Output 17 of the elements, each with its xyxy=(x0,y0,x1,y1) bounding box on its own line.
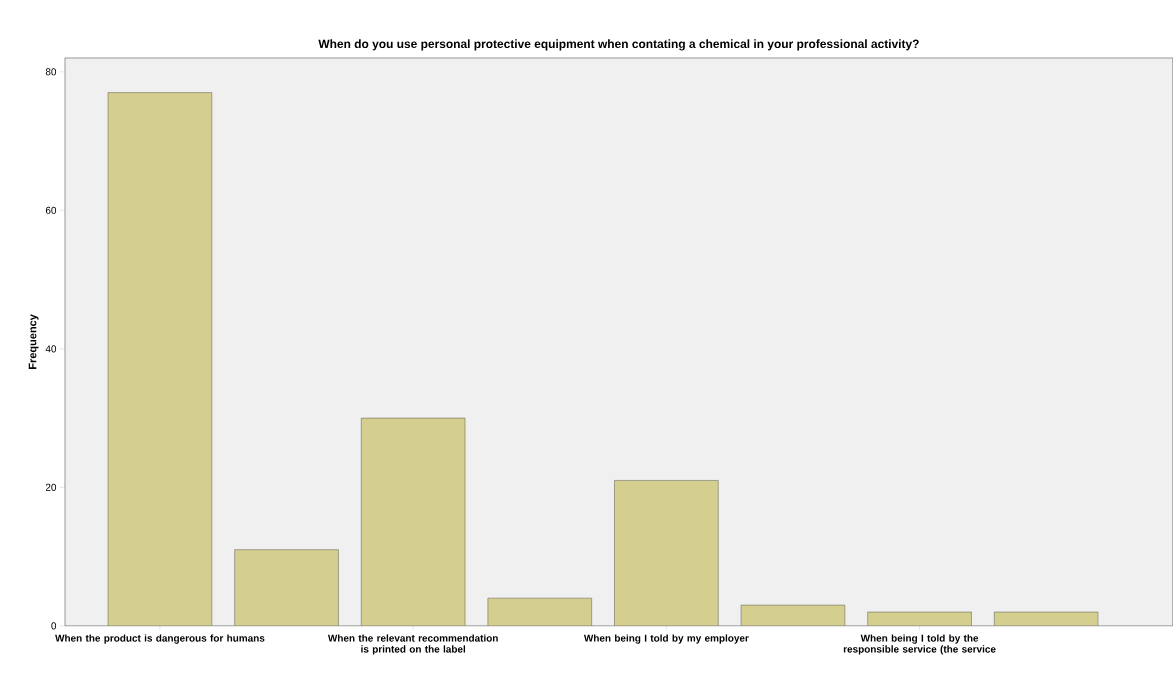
bar xyxy=(741,605,845,626)
x-tick-label: When the product is dangerous for humans xyxy=(55,634,265,644)
y-axis-title: Frequency xyxy=(28,314,39,369)
y-tick-label: 0 xyxy=(51,622,57,630)
bar xyxy=(361,418,466,626)
y-tick-label: 20 xyxy=(45,483,57,491)
bar xyxy=(487,598,592,626)
bar xyxy=(234,549,339,626)
bar xyxy=(108,92,212,626)
x-tick-label: When being I told by the responsible service (the service xyxy=(843,634,996,655)
y-tick-label: 40 xyxy=(45,345,57,353)
bar xyxy=(614,480,719,626)
chart-title: When do you use personal protective equipment when contating a chemical in your professional activity? xyxy=(318,39,919,51)
x-tick-label: When being I told by my employer xyxy=(583,634,749,644)
y-tick-label: 60 xyxy=(45,206,57,214)
y-tick-label: 80 xyxy=(45,68,57,76)
x-tick-label: When the relevant recommendation is printed on the label xyxy=(327,634,498,655)
